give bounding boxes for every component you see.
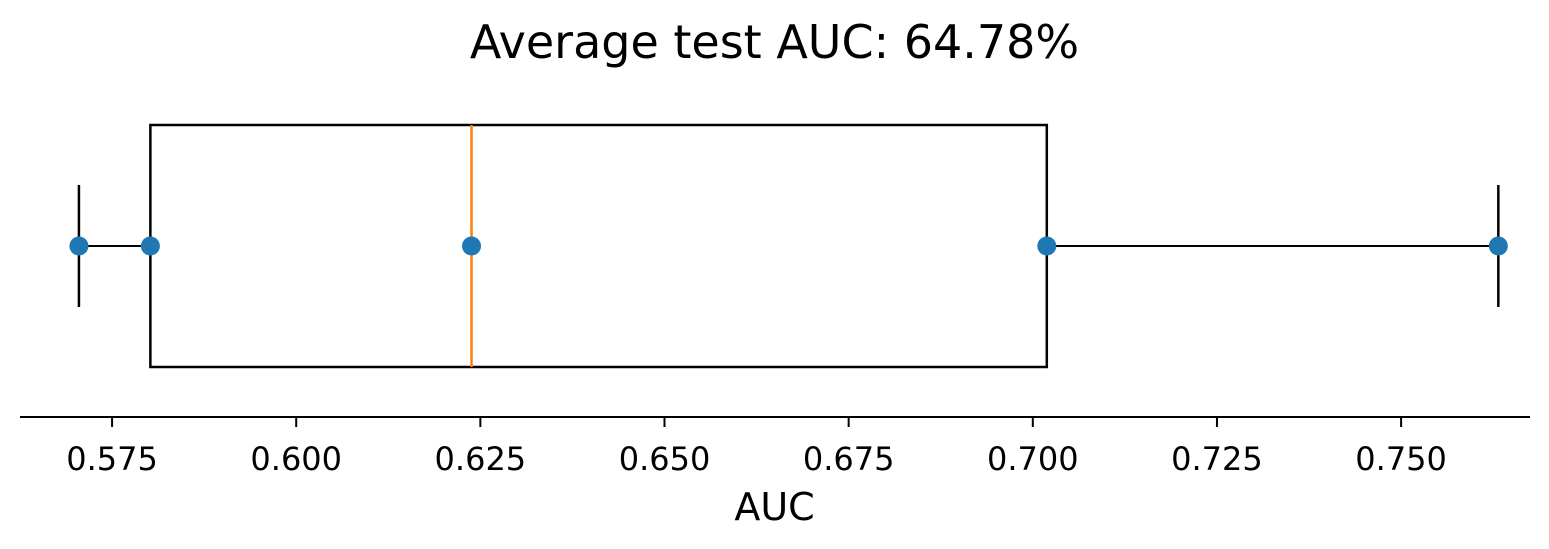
data-point-2 <box>140 236 160 256</box>
iqr-box <box>149 123 1049 369</box>
x-tick-label: 0.600 <box>250 440 342 478</box>
x-tick-label: 0.650 <box>619 440 711 478</box>
x-axis-label: AUC <box>734 485 814 529</box>
x-tick-label: 0.725 <box>1171 440 1263 478</box>
x-tick-label: 0.750 <box>1355 440 1447 478</box>
chart-title: Average test AUC: 64.78% <box>470 15 1079 69</box>
data-point-3 <box>462 236 482 256</box>
x-tick-label: 0.575 <box>66 440 158 478</box>
data-point-1 <box>69 236 89 256</box>
data-point-4 <box>1037 236 1057 256</box>
x-tick-label: 0.700 <box>987 440 1079 478</box>
x-tick-label: 0.675 <box>803 440 895 478</box>
plot-area <box>69 123 1508 369</box>
x-axis-ticks: 0.575 0.600 0.625 0.650 0.675 0.700 0.725 0.750 <box>66 417 1447 478</box>
x-tick-label: 0.625 <box>435 440 527 478</box>
data-point-5 <box>1488 236 1508 256</box>
